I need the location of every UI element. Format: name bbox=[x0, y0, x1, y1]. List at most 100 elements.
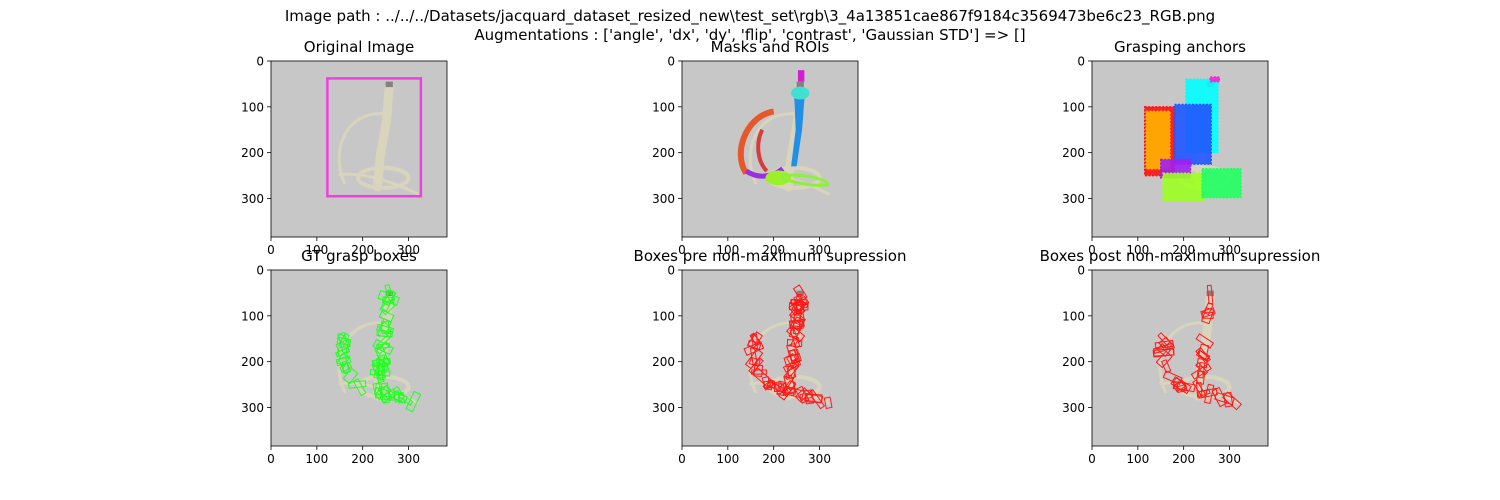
grasp-box bbox=[1197, 349, 1210, 361]
grasp-box bbox=[379, 318, 392, 333]
x-tick-label: 300 bbox=[397, 243, 420, 257]
x-tick-label: 300 bbox=[808, 452, 831, 466]
y-tick-label: 200 bbox=[241, 355, 264, 369]
y-tick-label: 300 bbox=[241, 401, 264, 415]
panel-title: Boxes pre non-maximum supression bbox=[634, 247, 907, 265]
grasp-box bbox=[790, 335, 800, 348]
object-bowl bbox=[796, 290, 804, 297]
axes-frame bbox=[681, 269, 859, 447]
grasp-box bbox=[339, 361, 353, 374]
x-tick-label: 100 bbox=[716, 243, 739, 257]
x-tick-label: 100 bbox=[305, 452, 328, 466]
grasp-box bbox=[776, 380, 787, 397]
grasp-box bbox=[786, 324, 806, 343]
panel-title: Original Image bbox=[304, 38, 414, 56]
grasp-box bbox=[782, 385, 796, 397]
y-tick-label: 300 bbox=[1062, 192, 1085, 206]
y-tick-label: 0 bbox=[667, 55, 675, 69]
gt-grasp-boxes bbox=[335, 283, 422, 413]
panel-4: 0 100 200 300 0 100 200 300 GT grasp boxes bbox=[241, 247, 448, 466]
x-tick-label: 0 bbox=[678, 243, 686, 257]
y-tick-label: 0 bbox=[1077, 264, 1085, 278]
grasp-box bbox=[338, 332, 350, 349]
y-tick-label: 300 bbox=[241, 192, 264, 206]
grasp-box bbox=[1176, 381, 1196, 393]
x-tick-label: 100 bbox=[1126, 452, 1149, 466]
roi-box bbox=[326, 77, 423, 198]
grasp-box bbox=[347, 380, 367, 389]
grasp-box bbox=[793, 295, 805, 314]
post-nms-boxes bbox=[1152, 284, 1243, 411]
grasp-box bbox=[804, 393, 824, 404]
grasp-box bbox=[1176, 384, 1188, 394]
x-tick-label: 200 bbox=[351, 243, 374, 257]
grasp-box bbox=[341, 360, 350, 374]
grasp-box bbox=[786, 339, 803, 348]
panel-title: Grasping anchors bbox=[1114, 38, 1246, 56]
figure-title-line-2: Augmentations : ['angle', 'dx', 'dy', 'f… bbox=[474, 26, 1026, 44]
grasp-anchors bbox=[1143, 76, 1242, 202]
grasp-box bbox=[1201, 307, 1215, 325]
mask-stem bbox=[791, 93, 805, 167]
instance-masks bbox=[737, 70, 830, 187]
y-tick-label: 300 bbox=[652, 192, 675, 206]
panel-image bbox=[682, 61, 858, 237]
y-tick-label: 0 bbox=[256, 55, 264, 69]
y-tick-label: 200 bbox=[1062, 146, 1085, 160]
grasp-box bbox=[336, 336, 352, 347]
x-tick-label: 200 bbox=[762, 243, 785, 257]
y-tick-label: 0 bbox=[1077, 55, 1085, 69]
mask-hose-inner bbox=[756, 128, 769, 173]
grasp-box bbox=[374, 384, 392, 401]
grasp-box bbox=[808, 389, 826, 410]
grasp-box bbox=[1195, 333, 1215, 349]
object-base bbox=[356, 165, 411, 190]
mask-neck bbox=[791, 86, 810, 100]
panel-image bbox=[271, 270, 447, 446]
mask-pipe bbox=[781, 173, 830, 187]
axes-frame bbox=[270, 269, 448, 447]
axes-frame bbox=[1091, 60, 1269, 238]
anchor-zone-green bbox=[1201, 167, 1242, 199]
panel-image bbox=[1092, 270, 1268, 446]
grasp-box bbox=[1222, 391, 1243, 411]
pre-nms-boxes bbox=[743, 284, 833, 410]
y-tick-label: 100 bbox=[652, 309, 675, 323]
grasp-box bbox=[1196, 358, 1209, 369]
grasp-box bbox=[794, 299, 804, 312]
grasp-box bbox=[382, 296, 395, 304]
y-tick-label: 200 bbox=[241, 146, 264, 160]
grasp-box bbox=[751, 367, 774, 388]
x-tick-label: 0 bbox=[267, 243, 275, 257]
grasp-box bbox=[380, 289, 397, 312]
object-stem bbox=[372, 81, 394, 192]
grasp-box bbox=[744, 348, 764, 370]
grasp-box bbox=[789, 312, 805, 324]
axes-frame bbox=[1091, 269, 1269, 447]
grasp-box bbox=[1211, 386, 1228, 408]
y-tick-label: 0 bbox=[256, 264, 264, 278]
object-hose bbox=[748, 321, 796, 393]
grasp-box bbox=[1197, 362, 1206, 379]
grasp-box bbox=[1214, 391, 1235, 406]
grasp-box bbox=[1195, 381, 1203, 398]
grasp-box bbox=[788, 295, 810, 315]
panel-title: Boxes post non-maximum supression bbox=[1040, 247, 1321, 265]
x-tick-label: 0 bbox=[267, 452, 275, 466]
x-tick-label: 0 bbox=[1088, 452, 1096, 466]
panel-title: Masks and ROIs bbox=[711, 38, 830, 56]
grasp-box bbox=[374, 386, 396, 399]
grasp-box bbox=[1172, 380, 1187, 393]
figure-title: Image path : ../../../Datasets/jacquard_… bbox=[0, 7, 1500, 45]
anchor-zone-lime bbox=[1162, 172, 1206, 202]
y-tick-label: 100 bbox=[1062, 309, 1085, 323]
grasp-box bbox=[789, 320, 804, 330]
object-bowl bbox=[796, 81, 804, 88]
grasp-box bbox=[379, 298, 396, 316]
figure-title-line-1: Image path : ../../../Datasets/jacquard_… bbox=[284, 7, 1216, 25]
x-tick-label: 300 bbox=[808, 243, 831, 257]
grasp-box bbox=[342, 367, 359, 385]
x-tick-label: 100 bbox=[305, 243, 328, 257]
y-tick-label: 200 bbox=[652, 355, 675, 369]
grasp-box bbox=[1195, 346, 1212, 364]
